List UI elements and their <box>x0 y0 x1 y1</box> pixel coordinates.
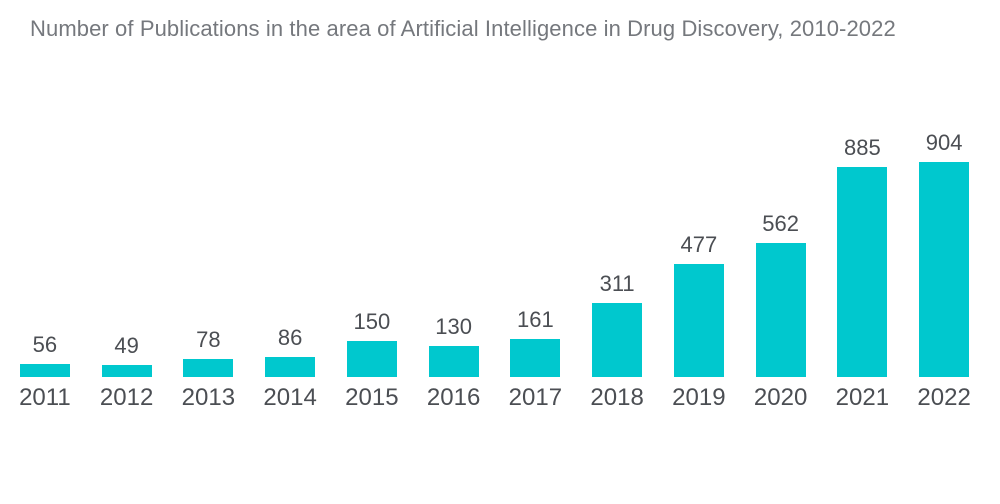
bar-value-label: 885 <box>844 134 881 160</box>
bar-value-label: 477 <box>680 231 718 257</box>
x-axis-label: 2017 <box>508 384 563 411</box>
bar-column: 86 2014 <box>249 0 331 411</box>
bar-value-label: 78 <box>196 326 221 352</box>
x-axis-label: 2020 <box>753 384 808 411</box>
bar <box>919 162 970 377</box>
bar-column: 56 2011 <box>4 0 86 411</box>
bar <box>101 365 152 377</box>
bar-column: 311 2018 <box>576 0 658 411</box>
bar <box>428 346 479 377</box>
bar <box>19 363 70 377</box>
bar-column: 78 2013 <box>168 0 250 411</box>
bar <box>673 263 724 377</box>
bar <box>592 303 643 377</box>
plot-area: 56 2011 49 2012 78 2013 86 2014 150 2015 130 2016 16… <box>4 0 985 411</box>
bar <box>837 166 888 377</box>
bar-value-label: 86 <box>277 324 303 350</box>
bar-column: 150 2015 <box>331 0 413 411</box>
bar-value-label: 56 <box>32 331 58 357</box>
x-axis-label: 2016 <box>426 384 481 411</box>
bar-column: 130 2016 <box>413 0 495 411</box>
x-axis-label: 2018 <box>590 384 644 411</box>
bar <box>265 356 316 377</box>
x-axis-label: 2012 <box>99 384 154 411</box>
bar-column: 477 2019 <box>658 0 740 411</box>
chart-title: Number of Publications in the area of Ar… <box>30 16 896 41</box>
bar <box>510 338 561 377</box>
bar-value-label: 311 <box>599 271 635 296</box>
bar <box>183 358 234 377</box>
bar-value-label: 130 <box>435 314 472 340</box>
bar-value-label: 562 <box>762 211 799 237</box>
bar <box>346 341 397 377</box>
x-axis-label: 2021 <box>835 384 890 411</box>
x-axis-label: 2022 <box>917 384 971 411</box>
bar-column: 161 2017 <box>495 0 577 411</box>
bar-column: 885 2021 <box>822 0 904 411</box>
x-axis-label: 2019 <box>672 384 726 411</box>
bar-value-label: 49 <box>114 333 139 359</box>
x-axis-label: 2015 <box>345 384 399 411</box>
bar-value-label: 161 <box>517 306 554 332</box>
bar-value-label: 150 <box>353 309 391 335</box>
bar-column: 562 2020 <box>740 0 822 411</box>
x-axis-label: 2014 <box>263 384 317 411</box>
bar-column: 49 2012 <box>86 0 168 411</box>
x-axis-label: 2011 <box>19 384 71 411</box>
bar <box>755 243 806 377</box>
bar-column: 904 2022 <box>903 0 985 411</box>
bar-value-label: 904 <box>925 130 963 155</box>
x-axis-label: 2013 <box>181 384 236 411</box>
